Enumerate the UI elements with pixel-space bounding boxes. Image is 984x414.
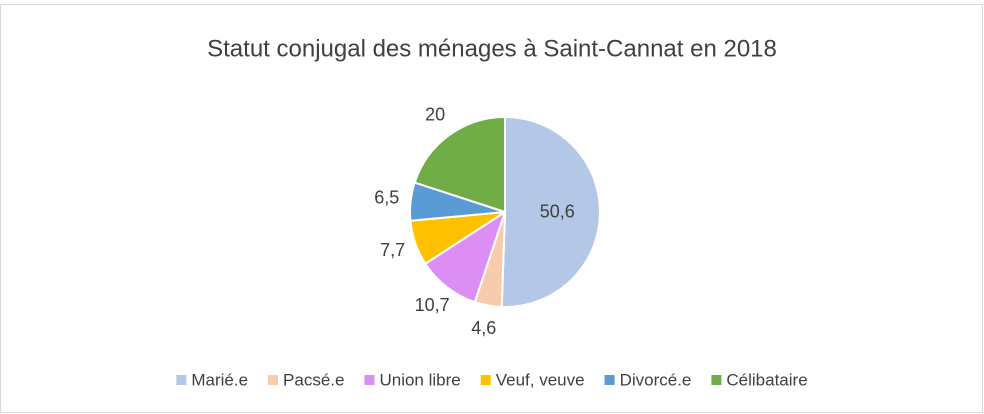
legend-swatch	[176, 375, 187, 385]
legend-label: Célibataire	[726, 370, 807, 389]
legend-label: Union libre	[379, 370, 460, 389]
legend-label: Marié.e	[191, 370, 248, 389]
pie-slice	[500, 115, 601, 308]
legend-swatch	[604, 375, 615, 385]
legend-label: Divorcé.e	[620, 370, 692, 389]
pie-slice	[413, 115, 506, 214]
data-label: 10,7	[415, 295, 450, 315]
legend-label: Veuf, veuve	[496, 370, 585, 389]
legend-swatch	[364, 375, 375, 385]
legend-swatch	[268, 375, 279, 385]
data-label: 50,6	[540, 202, 575, 222]
legend-label: Pacsé.e	[283, 370, 344, 389]
data-label: 20	[425, 104, 445, 124]
data-label: 7,7	[380, 240, 405, 260]
legend-swatch	[480, 375, 491, 385]
data-label: 6,5	[374, 188, 399, 208]
chart-title: Statut conjugal des ménages à Saint-Cann…	[207, 35, 777, 62]
legend-swatch	[711, 375, 722, 385]
data-label: 4,6	[471, 318, 496, 338]
